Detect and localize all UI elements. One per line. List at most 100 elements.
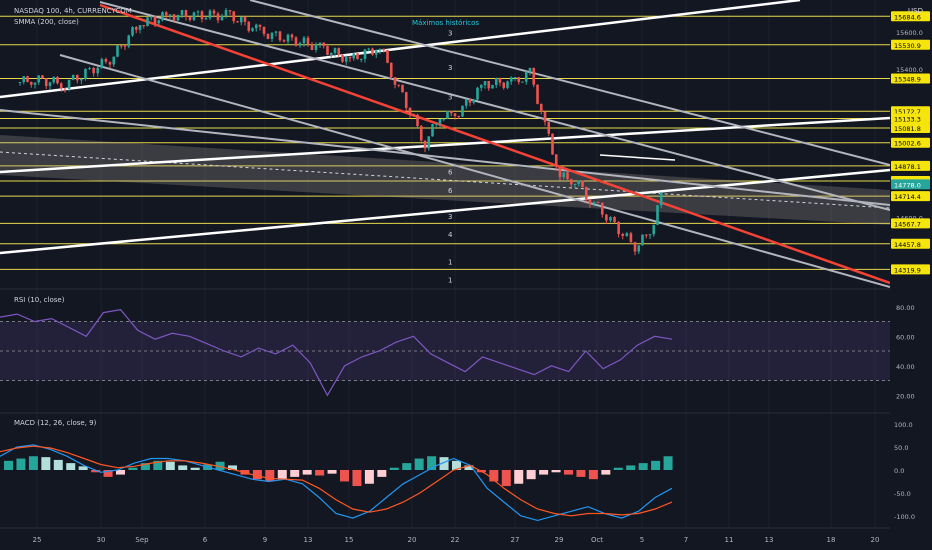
macd-histogram-bar (91, 470, 101, 473)
candle-body (112, 56, 116, 65)
candle-body (337, 48, 341, 56)
candle-body (592, 201, 596, 204)
candle-body (96, 67, 100, 74)
current-price-label: 14778.0 (894, 181, 921, 189)
candle-body (44, 78, 48, 86)
time-tick-label: 11 (725, 536, 734, 544)
macd-histogram-bar (78, 466, 88, 470)
time-tick-label: 20 (408, 536, 417, 544)
symbol-title: NASDAQ 100, 4h, CURRENCYCOM (14, 7, 132, 15)
macd-histogram-bar (215, 461, 225, 470)
price-tag-bg (891, 191, 930, 202)
candle-body (371, 48, 374, 55)
candle-body (180, 10, 184, 15)
macd-histogram-bar (501, 470, 511, 487)
candle-body (472, 99, 476, 103)
price-level-tag: 14319.9 (891, 264, 930, 275)
price-tag-bg (891, 160, 930, 171)
candle-body (306, 37, 310, 44)
fib-level-label: 3 (448, 30, 452, 38)
time-tick-label: 27 (511, 536, 520, 544)
candle-body (363, 49, 367, 59)
macd-tick-label: 100.0 (894, 421, 913, 429)
macd-histogram-bar (638, 463, 648, 470)
candle-body (562, 172, 566, 178)
time-tick-label: 5 (640, 536, 644, 544)
price-tag-bg (891, 39, 930, 50)
macd-histogram-bar (28, 456, 38, 470)
macd-histogram-bar (489, 470, 499, 482)
price-tag-bg (891, 11, 930, 22)
time-tick-label: Oct (591, 536, 603, 544)
price-level-label: 15133.3 (894, 116, 921, 124)
candle-body (573, 183, 577, 185)
price-level-tag: 14714.4 (891, 191, 930, 202)
rsi-tick-label: 60.00 (896, 333, 915, 341)
candle-body (243, 16, 247, 22)
candle-body (232, 11, 236, 22)
price-level-label: 15002.6 (894, 140, 921, 148)
macd-histogram-bar (140, 463, 150, 470)
candle-body (282, 40, 286, 42)
macd-histogram-bar (576, 470, 586, 477)
candle-body (329, 52, 333, 55)
candle-body (629, 233, 633, 242)
candle-body (543, 111, 547, 122)
price-tag-bg (891, 238, 930, 249)
price-axis[interactable]: 14600.015400.015600.015684.615530.915348… (890, 0, 932, 550)
price-pane[interactable]: 3 3 3 6 6 3 4 1 1 (0, 0, 891, 288)
candle-body (164, 12, 168, 16)
candle-body (278, 31, 282, 41)
macd-histogram-bar (539, 470, 549, 475)
macd-histogram-bar (452, 460, 461, 470)
macd-pane[interactable] (0, 444, 673, 522)
candle-body (52, 76, 56, 83)
candle-body (487, 81, 491, 89)
candle-body (274, 31, 278, 33)
candle-body (247, 21, 251, 31)
time-tick-label: Sep (135, 536, 149, 544)
candle-body (427, 136, 431, 149)
time-axis[interactable]: 25 30 Sep 6 9 13 15 20 22 27 29 Oct 5 7 11 13 18 20 (33, 536, 880, 544)
candle-body (483, 81, 487, 86)
candle-body (48, 82, 52, 86)
macd-histogram-bar (4, 460, 13, 470)
macd-histogram-bar (588, 470, 598, 480)
candle-body (359, 58, 363, 60)
macd-tick-label: -50.0 (894, 490, 911, 498)
candle-body (29, 81, 33, 85)
candle-body (352, 53, 356, 59)
price-level-label: 14714.4 (894, 193, 921, 201)
trendline (249, 0, 891, 166)
fib-level-label: 6 (448, 187, 453, 195)
time-tick-label: 20 (871, 536, 880, 544)
price-level-label: 14878.1 (894, 163, 921, 171)
candle-body (172, 14, 176, 21)
rsi-line (0, 309, 673, 397)
time-tick-label: 6 (203, 536, 208, 544)
candle-body (588, 199, 592, 204)
candle-body (184, 10, 188, 17)
time-tick-label: 13 (304, 536, 313, 544)
candle-body (22, 76, 26, 83)
candle-body (92, 67, 95, 74)
candle-body (149, 16, 153, 18)
candle-body (204, 18, 208, 20)
macd-tick-label: -100.0 (894, 513, 915, 521)
macd-histogram-bar (601, 470, 611, 475)
candle-body (558, 166, 562, 178)
candle-body (220, 15, 224, 21)
candle-body (258, 24, 262, 27)
price-level-tag: 15081.8 (891, 123, 930, 134)
candle-body (554, 154, 558, 167)
current-price-tag (891, 179, 930, 190)
candle-body (239, 16, 243, 23)
candle-body (393, 77, 397, 85)
candle-body (127, 35, 131, 47)
rsi-pane[interactable] (0, 309, 890, 397)
price-tag-bg (891, 137, 930, 148)
candle-body (539, 103, 543, 112)
price-level-label: 15172.7 (894, 108, 921, 116)
macd-histogram-bar (315, 470, 325, 476)
